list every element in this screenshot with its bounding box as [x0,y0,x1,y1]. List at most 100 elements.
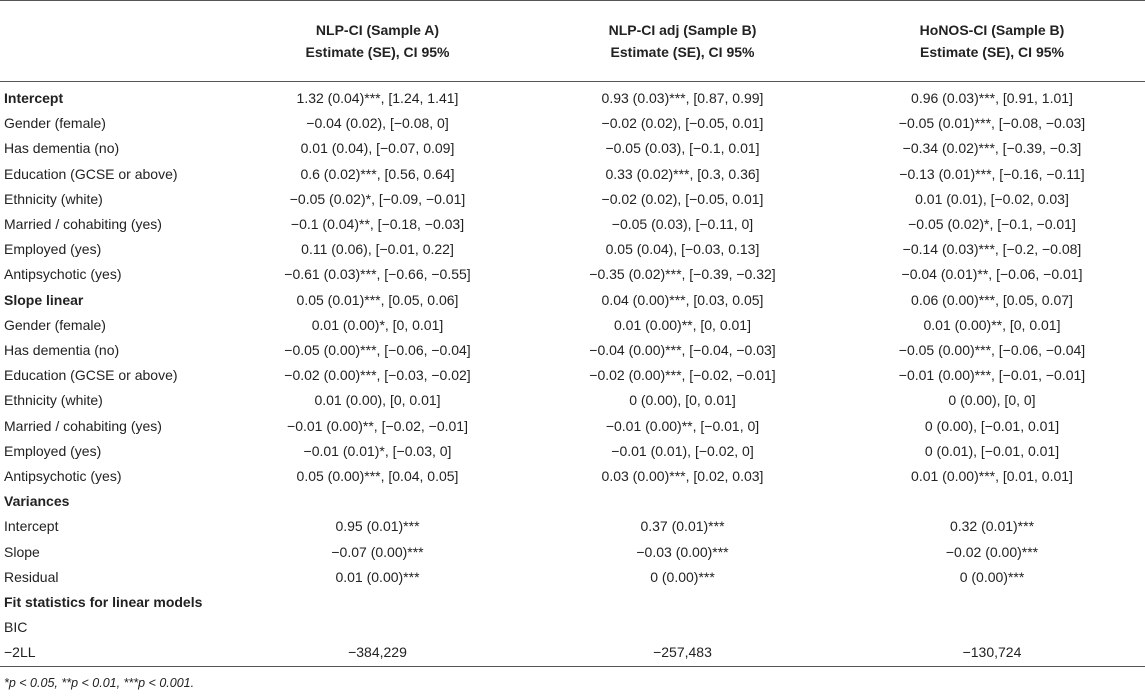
row-label: Married / cohabiting (yes) [4,216,162,233]
nlp-ci-sample-a-cell [229,489,526,514]
row-label: BIC [4,619,28,636]
nlp-ci-adj-sample-b-cell: −0.01 (0.00)**, [−0.01, 0] [605,417,760,434]
nlp-ci-adj-sample-b-cell: 0.93 (0.03)***, [0.87, 0.99] [601,90,764,106]
honos-ci-sample-b-cell [839,615,1145,640]
nlp-ci-adj-sample-b-cell: −0.02 (0.00)***, [−0.02, −0.01] [589,367,776,384]
table-row: Residual 0.01 (0.00)*** 0 (0.00)*** 0 (0.00… [0,565,1145,590]
row-label: Antipsychotic (yes) [4,468,122,485]
header-title: NLP-CI (Sample A) [315,22,440,38]
row-label: Gender (female) [4,115,106,132]
row-label: Antipsychotic (yes) [4,266,122,283]
nlp-ci-adj-sample-b-cell: 0.01 (0.00)**, [0, 0.01] [614,316,751,333]
table-row: Gender (female) −0.04 (0.02), [−0.08, 0] −… [0,111,1145,136]
nlp-ci-sample-a-cell: 0.01 (0.00), [0, 0.01] [314,392,441,409]
honos-ci-sample-b-cell: 0 (0.00), [0, 0] [948,392,1036,409]
row-label: Gender (female) [4,316,106,333]
row-label: Intercept [4,518,59,535]
nlp-ci-sample-a-cell: 0.01 (0.00)*** [335,568,420,585]
table-row: Has dementia (no) 0.01 (0.04), [−0.07, 0.… [0,136,1145,161]
header-honos-ci-sample-b: HoNOS-CI (Sample B) Estimate (SE), CI 95… [839,1,1145,82]
honos-ci-sample-b-cell [839,590,1145,615]
table-row: Intercept 0.95 (0.01)*** 0.37 (0.01)*** 0.3… [0,514,1145,539]
section-row: Variances [0,489,1145,514]
results-table: NLP-CI (Sample A) Estimate (SE), CI 95% … [0,0,1145,667]
row-label: Slope [4,543,40,560]
honos-ci-sample-b-cell: −0.01 (0.00)***, [−0.01, −0.01] [898,367,1086,384]
honos-ci-sample-b-cell: 0 (0.00)*** [959,568,1025,585]
honos-ci-sample-b-cell: −0.04 (0.01)**, [−0.06, −0.01] [901,266,1083,283]
row-label: Variances [4,493,70,510]
nlp-ci-sample-a-cell: −0.05 (0.02)*, [−0.09, −0.01] [289,190,466,207]
nlp-ci-sample-a-cell [229,590,526,615]
honos-ci-sample-b-cell: −0.14 (0.03)***, [−0.2, −0.08] [902,241,1082,258]
header-subtitle: Estimate (SE), CI 95% [610,44,755,60]
nlp-ci-sample-a-cell: −0.01 (0.01)*, [−0.03, 0] [303,442,452,459]
nlp-ci-adj-sample-b-cell [526,590,839,615]
table-row: Employed (yes) 0.11 (0.06), [−0.01, 0.22]… [0,237,1145,262]
nlp-ci-sample-a-cell: 0.6 (0.02)***, [0.56, 0.64] [300,165,455,182]
honos-ci-sample-b-cell [839,489,1145,514]
row-label: Ethnicity (white) [4,190,103,207]
nlp-ci-sample-a-cell: −0.07 (0.00)*** [331,543,424,560]
header-nlp-ci-sample-a: NLP-CI (Sample A) Estimate (SE), CI 95% [229,1,526,82]
honos-ci-sample-b-cell: −0.13 (0.01)***, [−0.16, −0.11] [899,165,1085,182]
nlp-ci-adj-sample-b-cell: −0.01 (0.01), [−0.02, 0] [611,442,754,459]
nlp-ci-adj-sample-b-cell: −0.03 (0.00)*** [636,543,729,560]
honos-ci-sample-b-cell: −0.34 (0.02)***, [−0.39, −0.3] [902,140,1082,157]
table-row: Antipsychotic (yes) −0.61 (0.03)***, [−0.… [0,262,1145,287]
nlp-ci-adj-sample-b-cell: −0.05 (0.03), [−0.11, 0] [611,216,754,233]
header-subtitle: Estimate (SE), CI 95% [920,44,1064,60]
table-row: Ethnicity (white) 0.01 (0.00), [0, 0.01] 0… [0,388,1145,413]
nlp-ci-sample-a-cell: −384,229 [348,644,407,661]
nlp-ci-adj-sample-b-cell: −0.05 (0.03), [−0.1, 0.01] [605,140,760,157]
table-row: Gender (female) 0.01 (0.00)*, [0, 0.01] 0.… [0,313,1145,338]
table-header-row: NLP-CI (Sample A) Estimate (SE), CI 95% … [0,0,1145,82]
section-row: Intercept 1.32 (0.04)***, [1.24, 1.41] 0.9… [0,86,1145,111]
nlp-ci-adj-sample-b-cell: −0.02 (0.02), [−0.05, 0.01] [601,190,764,207]
row-label: Slope linear [4,291,84,308]
nlp-ci-adj-sample-b-cell: −257,483 [653,644,712,661]
row-label: Fit statistics for linear models [4,594,203,611]
header-title: HoNOS-CI (Sample B) [919,22,1065,38]
nlp-ci-sample-a-cell [229,615,526,640]
row-label: Employed (yes) [4,442,102,459]
row-label: Education (GCSE or above) [4,165,178,182]
nlp-ci-sample-a-cell: 0.05 (0.00)***, [0.04, 0.05] [296,468,459,485]
honos-ci-sample-b-cell: −130,724 [962,644,1022,661]
nlp-ci-sample-a-cell: −0.05 (0.00)***, [−0.06, −0.04] [284,342,471,359]
nlp-ci-sample-a-cell: −0.61 (0.03)***, [−0.66, −0.55] [284,266,471,283]
nlp-ci-adj-sample-b-cell: 0 (0.00)*** [650,568,715,585]
nlp-ci-sample-a-cell: 1.32 (0.04)***, [1.24, 1.41] [296,90,459,106]
row-label: Ethnicity (white) [4,392,103,409]
nlp-ci-sample-a-cell: 0.11 (0.06), [−0.01, 0.22] [301,241,454,258]
nlp-ci-sample-a-cell: 0.95 (0.01)*** [335,518,420,535]
nlp-ci-adj-sample-b-cell [526,489,839,514]
nlp-ci-adj-sample-b-cell: 0 (0.00), [0, 0.01] [629,392,736,409]
honos-ci-sample-b-cell: −0.05 (0.01)***, [−0.08, −0.03] [898,115,1086,132]
header-subtitle: Estimate (SE), CI 95% [305,44,450,60]
honos-ci-sample-b-cell: 0 (0.00), [−0.01, 0.01] [924,417,1060,434]
table-row: −2LL −384,229 −257,483 −130,724 [0,640,1145,667]
honos-ci-sample-b-cell: −0.05 (0.02)*, [−0.1, −0.01] [908,216,1076,233]
significance-footnote: *p < 0.05, **p < 0.01, ***p < 0.001. [4,676,195,690]
table-row: Has dementia (no) −0.05 (0.00)***, [−0.06… [0,338,1145,363]
nlp-ci-sample-a-cell: −0.02 (0.00)***, [−0.03, −0.02] [284,367,471,384]
nlp-ci-adj-sample-b-cell: 0.03 (0.00)***, [0.02, 0.03] [601,468,764,485]
honos-ci-sample-b-cell: −0.05 (0.00)***, [−0.06, −0.04] [898,342,1086,359]
nlp-ci-adj-sample-b-cell: −0.04 (0.00)***, [−0.04, −0.03] [589,342,776,359]
table-row: Employed (yes) −0.01 (0.01)*, [−0.03, 0] −… [0,439,1145,464]
row-label: Has dementia (no) [4,342,120,359]
table-row: Education (GCSE or above) 0.6 (0.02)***, … [0,162,1145,187]
nlp-ci-adj-sample-b-cell: 0.05 (0.04), [−0.03, 0.13] [605,241,760,258]
row-label: Married / cohabiting (yes) [4,417,162,434]
nlp-ci-adj-sample-b-cell: −0.35 (0.02)***, [−0.39, −0.32] [589,266,776,283]
section-row: Slope linear 0.05 (0.01)***, [0.05, 0.06]… [0,288,1145,313]
nlp-ci-sample-a-cell: −0.01 (0.00)**, [−0.02, −0.01] [287,417,468,434]
row-label: Intercept [4,90,64,106]
honos-ci-sample-b-cell: 0.32 (0.01)*** [949,518,1035,535]
row-label: Residual [4,568,59,585]
table-row: Antipsychotic (yes) 0.05 (0.00)***, [0.04… [0,464,1145,489]
nlp-ci-adj-sample-b-cell: 0.37 (0.01)*** [640,518,725,535]
honos-ci-sample-b-cell: 0.06 (0.00)***, [0.05, 0.07] [911,291,1073,308]
nlp-ci-adj-sample-b-cell: 0.33 (0.02)***, [0.3, 0.36] [605,165,760,182]
